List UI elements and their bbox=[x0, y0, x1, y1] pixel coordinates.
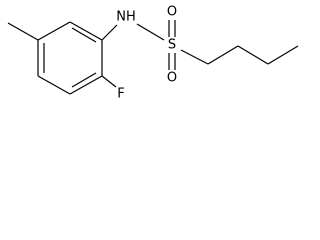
bond bbox=[267, 45, 299, 65]
molecule: NH S O O F bbox=[7, 5, 299, 102]
atom-label: O bbox=[167, 5, 177, 20]
bond bbox=[207, 45, 239, 65]
bonds bbox=[7, 20, 299, 95]
atom-label: S bbox=[168, 38, 176, 53]
bond bbox=[136, 23, 165, 41]
bond bbox=[71, 27, 97, 43]
bond bbox=[37, 21, 71, 41]
bond bbox=[69, 21, 103, 41]
bond bbox=[101, 75, 117, 88]
bond bbox=[180, 49, 209, 65]
bond bbox=[71, 72, 97, 88]
atom-label: F bbox=[117, 87, 124, 102]
bond bbox=[7, 22, 39, 41]
bond bbox=[237, 45, 269, 65]
atom-label: NH bbox=[116, 10, 136, 25]
bond bbox=[69, 75, 103, 95]
bond bbox=[37, 75, 71, 95]
bond bbox=[101, 24, 118, 41]
atom-label: O bbox=[167, 71, 177, 86]
